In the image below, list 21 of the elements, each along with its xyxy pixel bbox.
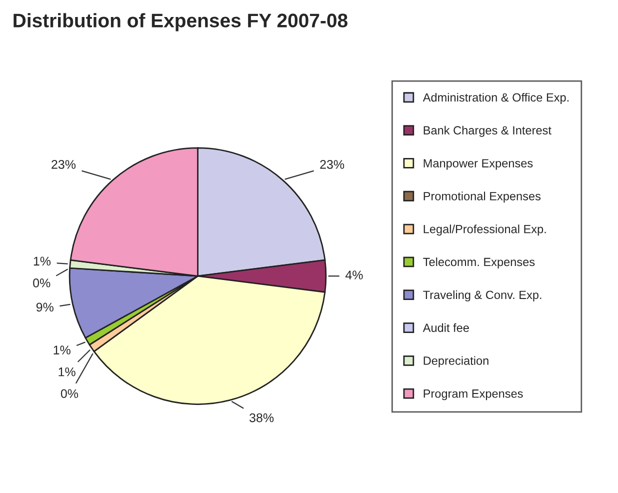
legend-label: Audit fee (422, 323, 469, 332)
data-label: 1% (34, 256, 51, 266)
data-label: 23% (320, 160, 344, 169)
data-label: 4% (345, 270, 363, 280)
legend-label: Traveling & Conv. Exp. (423, 290, 542, 302)
data-label: 1% (58, 367, 76, 376)
legend-label: Program Expenses (424, 390, 523, 400)
legend-label: Telecomm. Expenses (423, 257, 535, 268)
legend-label: Administration & Office Exp. (422, 92, 569, 104)
legend-label: Legal/Professional Exp. (424, 224, 546, 236)
legend-label: Bank Charges & Interest (424, 126, 552, 137)
legend-label: Manpower Expenses (424, 159, 533, 170)
data-label: 9% (36, 302, 54, 312)
legend-label: Promotional Expenses (424, 192, 541, 203)
text: 0% (33, 278, 50, 288)
chart-title: Distribution of Expenses FY 2007-08 (14, 13, 348, 32)
data-label: 1% (54, 346, 70, 354)
data-label: 23% (52, 160, 76, 169)
data-label: 38% (250, 413, 274, 422)
legend-label: Depreciation (424, 356, 488, 368)
text: 0% (60, 389, 78, 398)
